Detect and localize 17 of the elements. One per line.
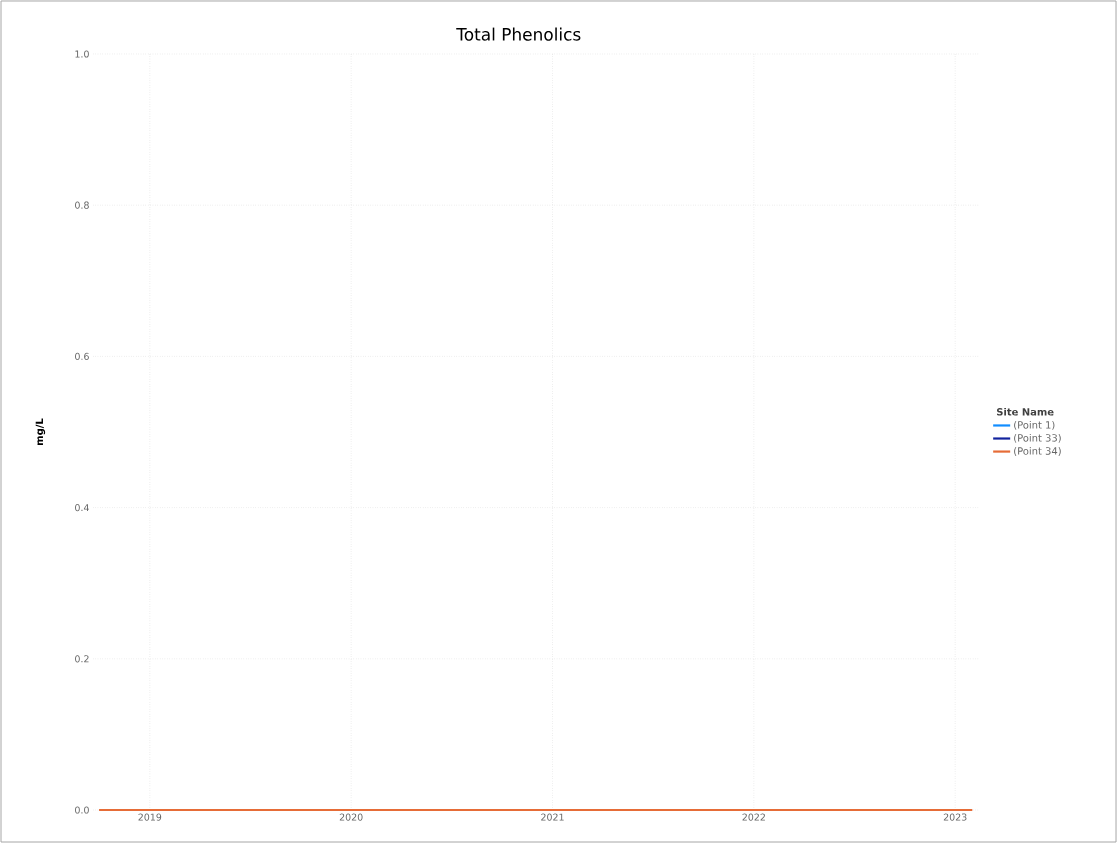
x-tick-label: 2022 <box>742 813 765 821</box>
x-tick-label: 2021 <box>541 813 564 821</box>
legend-label: (Point 1) <box>1014 420 1055 430</box>
legend-label: (Point 33) <box>1014 433 1061 443</box>
y-tick-label: 0.0 <box>75 806 89 814</box>
chart-title: Total Phenolics <box>456 27 581 41</box>
legend-title: Site Name <box>996 407 1054 416</box>
y-tick-label: 0.8 <box>75 201 89 209</box>
y-tick-label: 1.0 <box>75 50 89 58</box>
y-tick-label: 0.6 <box>75 352 89 360</box>
x-tick-label: 2023 <box>943 813 967 821</box>
y-axis-title: mg/L <box>35 418 46 445</box>
y-tick-label: 0.4 <box>75 504 89 512</box>
legend-label: (Point 34) <box>1014 447 1061 456</box>
x-tick-label: 2020 <box>339 813 363 821</box>
x-tick-label: 2019 <box>138 813 162 821</box>
y-tick-label: 0.2 <box>75 655 89 663</box>
